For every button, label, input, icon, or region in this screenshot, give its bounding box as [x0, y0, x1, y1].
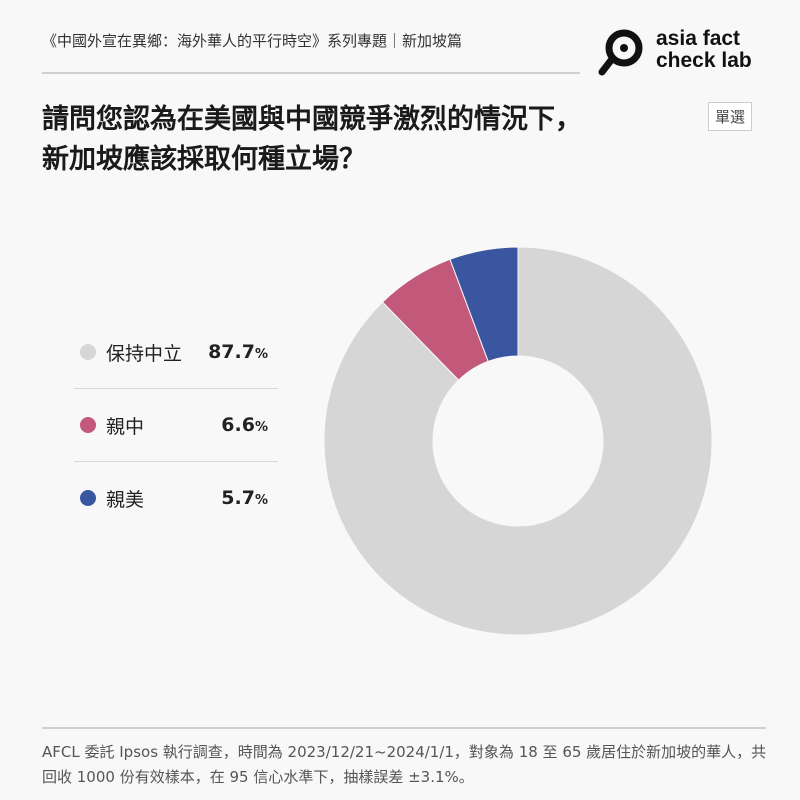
legend-item: 親美 5.7% — [74, 462, 278, 534]
magnifier-logo-icon — [598, 29, 643, 76]
legend-item: 保持中立 87.7% — [74, 316, 278, 389]
legend-label: 親中 — [106, 415, 145, 438]
header-divider — [42, 72, 580, 74]
legend-swatch — [80, 344, 96, 360]
logo-text: asia fact check lab — [656, 27, 752, 72]
legend-label: 保持中立 — [106, 342, 183, 365]
methodology-note: AFCL 委託 Ipsos 執行調查，時間為 2023/12/21~2024/1… — [42, 743, 767, 786]
footer-divider — [42, 727, 766, 729]
question-title: 請問您認為在美國與中國競爭激烈的情況下， 新加坡應該採取何種立場？ — [42, 100, 582, 180]
data-label: 5.7% — [221, 487, 268, 509]
question-line-1: 請問您認為在美國與中國競爭激烈的情況下， — [42, 104, 582, 135]
data-label: 87.7% — [208, 341, 268, 363]
single-choice-badge: 單選 — [708, 102, 753, 131]
legend-label: 親美 — [106, 488, 145, 511]
legend: 保持中立 87.7% 親中 6.6% 親美 5.7% — [74, 316, 278, 534]
legend-item: 親中 6.6% — [74, 389, 278, 462]
legend-swatch — [80, 417, 96, 433]
series-title: 《中國外宣在異鄉：海外華人的平行時空》系列專題｜新加坡篇 — [42, 32, 463, 50]
data-label: 6.6% — [221, 414, 268, 436]
question-line-2: 新加坡應該採取何種立場？ — [42, 144, 366, 175]
logo: asia fact check lab — [598, 28, 768, 78]
donut-slice-1 — [323, 246, 713, 636]
legend-swatch — [80, 490, 96, 506]
donut-slice-3 — [449, 246, 519, 363]
